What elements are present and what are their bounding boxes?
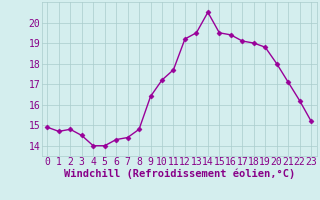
X-axis label: Windchill (Refroidissement éolien,°C): Windchill (Refroidissement éolien,°C) (64, 169, 295, 179)
